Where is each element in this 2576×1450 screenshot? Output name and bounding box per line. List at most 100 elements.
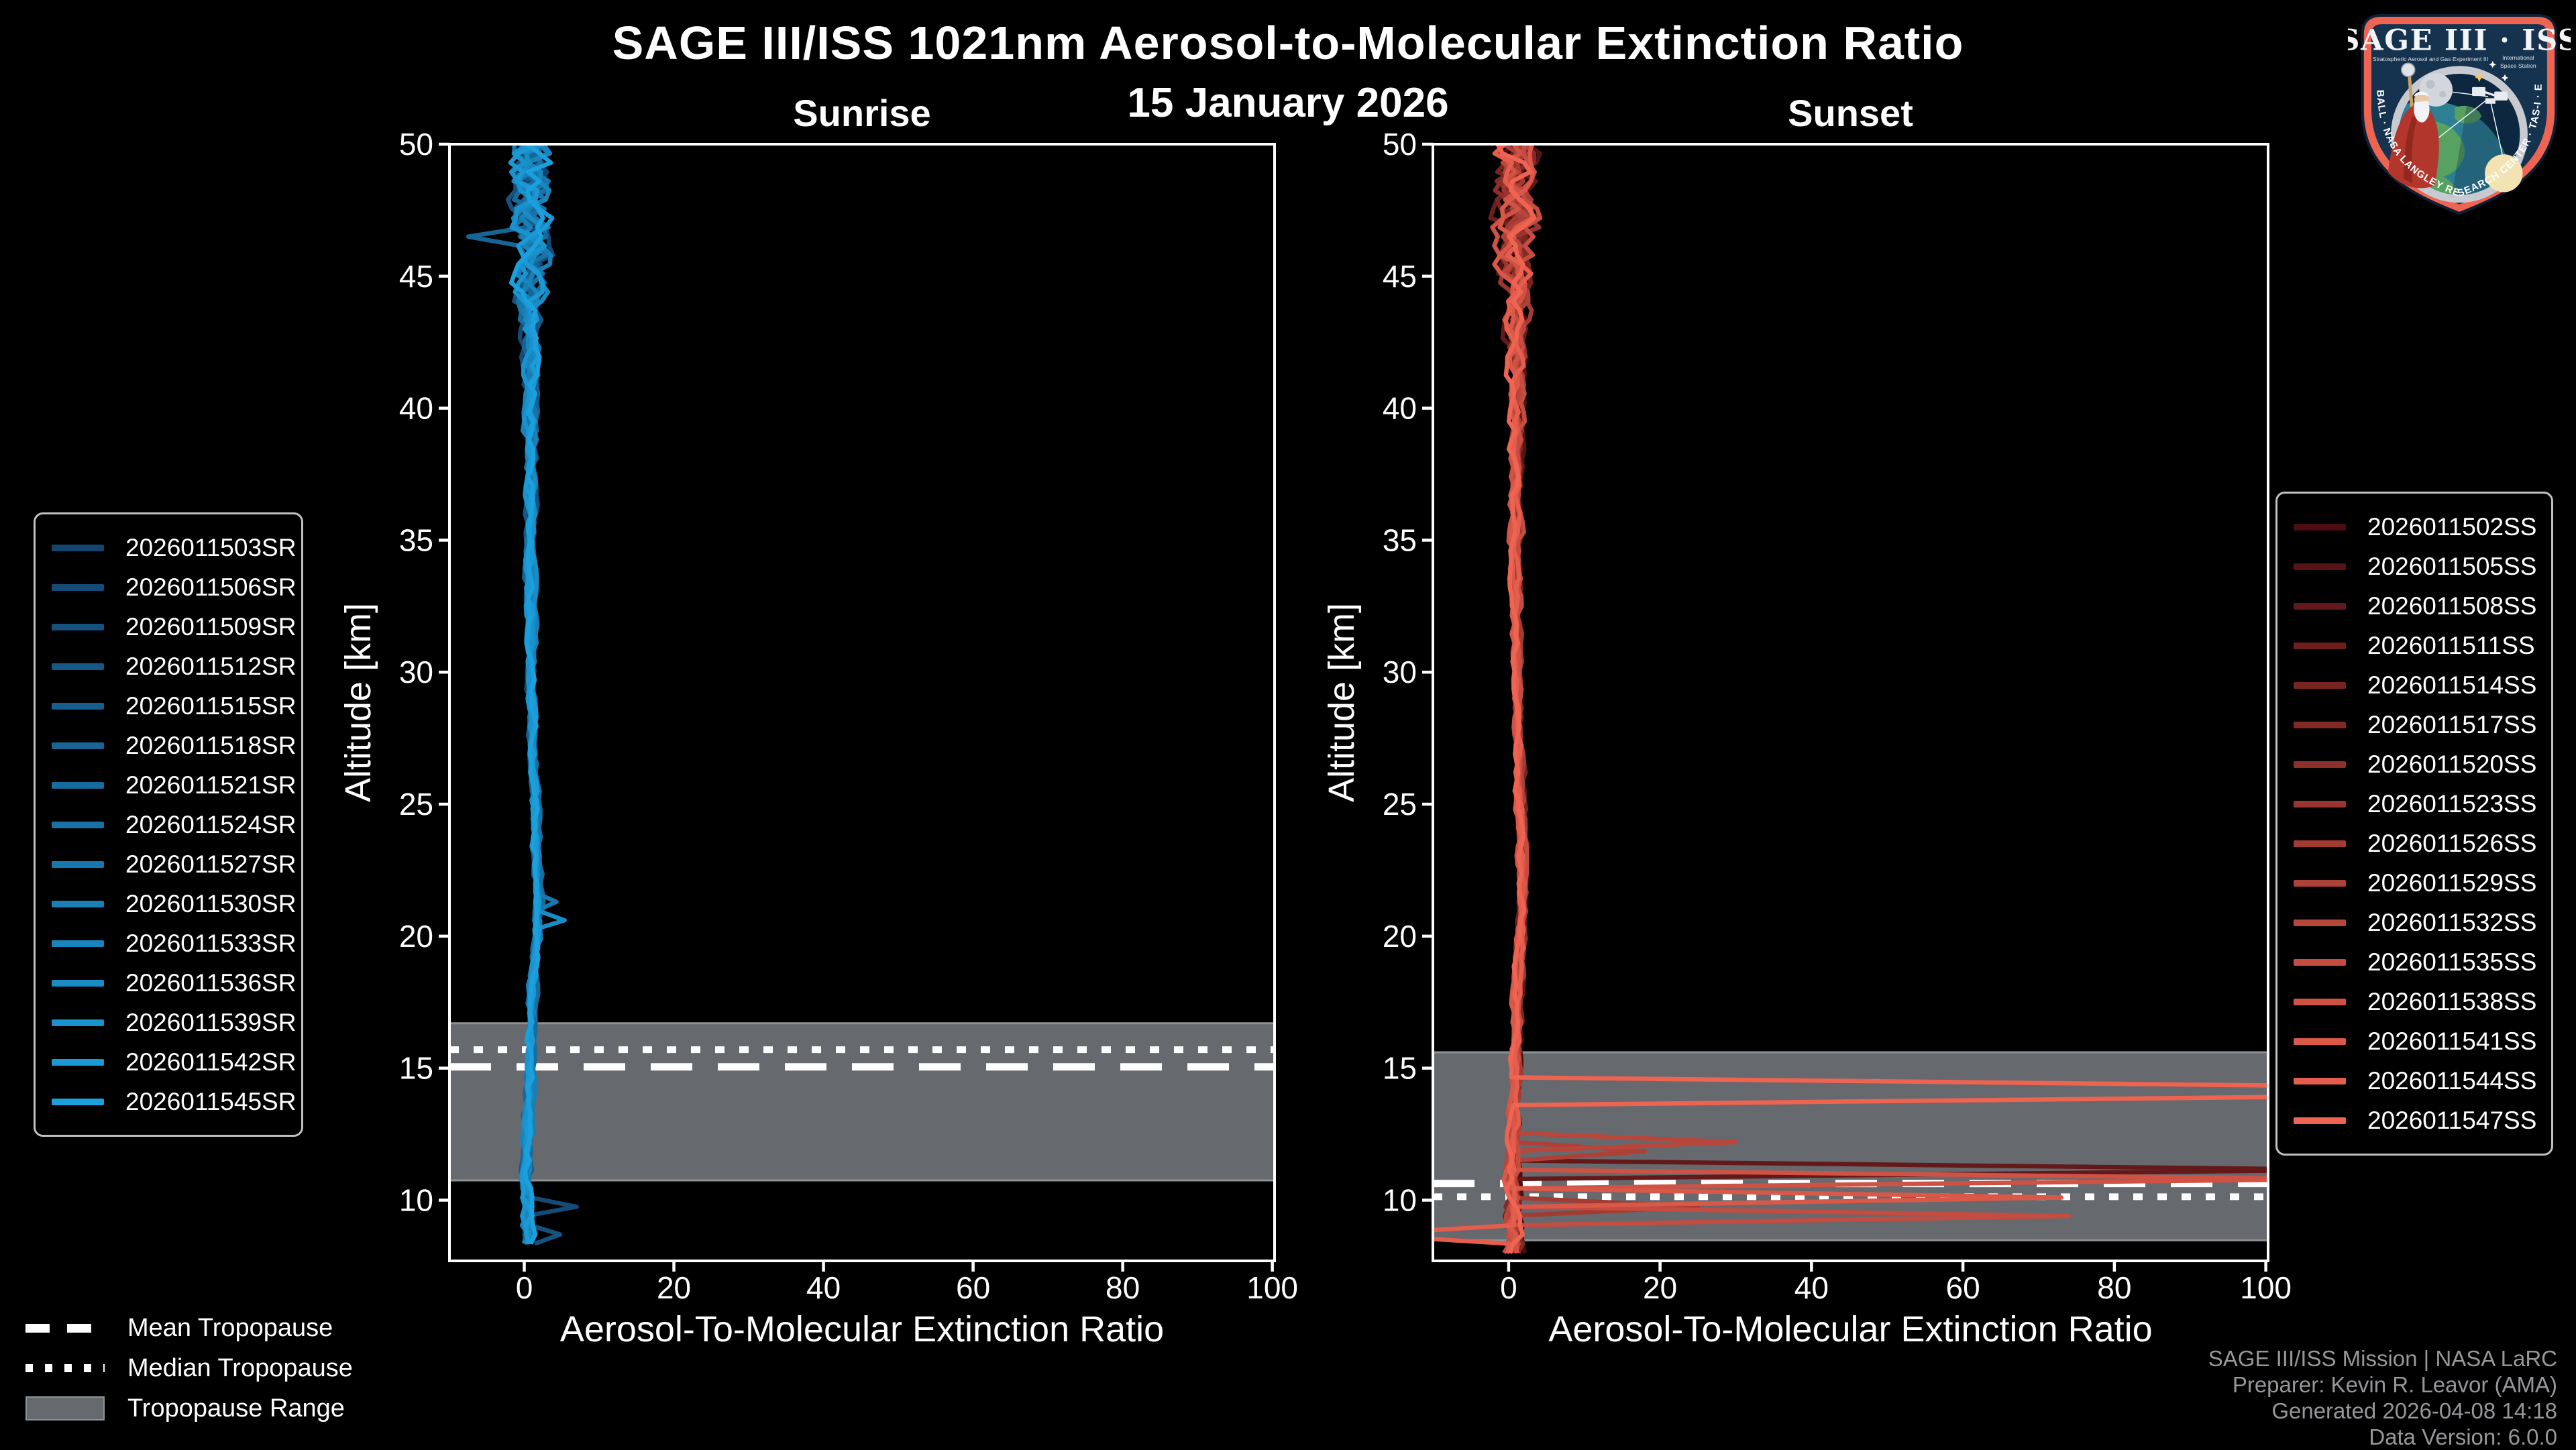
y-tick-label: 45	[399, 259, 433, 294]
sunrise-series-legend: 2026011503SR 2026011506SR 2026011509SR 2026…	[34, 512, 303, 1137]
x-axis-label: Aerosol-To-Molecular Extinction Ratio	[560, 1309, 1164, 1349]
panel-sunset: 0 20 40 60 80 100 10 15 20 25 30 35 40 45 50 Aerosol-To…	[1322, 127, 2292, 1349]
x-tick-label: 40	[806, 1270, 841, 1305]
legend-swatch	[52, 860, 104, 868]
legend-event-label: 2026011521SR	[125, 771, 297, 799]
legend-swatch	[52, 583, 104, 591]
legend-item: 2026011511SS	[2287, 626, 2542, 665]
mean-tropopause-legend-item: Mean Tropopause	[25, 1313, 333, 1342]
y-axis-label: Altitude [km]	[1322, 603, 1362, 802]
legend-item: 2026011539SR	[45, 1003, 296, 1042]
legend-item: 2026011536SR	[45, 963, 296, 1003]
legend-event-label: 2026011517SS	[2367, 710, 2537, 738]
mean-tropopause-dash-icon	[25, 1323, 105, 1333]
legend-swatch	[2294, 840, 2346, 847]
tropopause-range-label: Tropopause Range	[127, 1394, 345, 1423]
legend-event-label: 2026011523SS	[2367, 789, 2537, 818]
sage3-iss-mission-logo: SAGE III · ISS Stratospheric Aerosol and…	[2348, 5, 2571, 215]
median-tropopause-label: Median Tropopause	[127, 1353, 353, 1382]
legend-swatch	[2294, 879, 2346, 887]
legend-item: 2026011547SS	[2287, 1101, 2542, 1140]
legend-item: 2026011545SR	[45, 1082, 296, 1121]
legend-item: 2026011532SS	[2287, 903, 2542, 942]
legend-swatch	[2294, 681, 2346, 689]
mean-tropopause-label: Mean Tropopause	[127, 1313, 333, 1342]
legend-item: 2026011533SR	[45, 924, 296, 963]
profile-line-2026011545SR	[508, 144, 553, 1245]
legend-swatch	[52, 702, 104, 710]
sunset-panel-title: Sunset	[1788, 92, 1913, 134]
legend-item: 2026011506SR	[45, 567, 296, 607]
y-tick-label: 35	[1383, 522, 1417, 557]
y-tick-label: 20	[399, 919, 433, 954]
y-tick-label: 50	[1383, 127, 1417, 162]
legend-item: 2026011544SS	[2287, 1061, 2542, 1101]
logo-title: SAGE III · ISS	[2348, 23, 2571, 57]
legend-item: 2026011503SR	[45, 528, 296, 567]
legend-event-label: 2026011529SS	[2367, 869, 2537, 897]
y-tick-label: 25	[399, 787, 433, 822]
y-tick-label: 40	[1383, 391, 1417, 426]
panel-sunrise: 0 20 40 60 80 100 10 15 20 25 30 35 40 45 50 Aerosol-To…	[338, 127, 1298, 1349]
legend-event-label: 2026011532SS	[2367, 908, 2537, 936]
legend-item: 2026011526SS	[2287, 824, 2542, 863]
legend-event-label: 2026011526SS	[2367, 829, 2537, 857]
logo-ring	[2391, 66, 2528, 203]
legend-swatch	[52, 1019, 104, 1026]
legend-swatch	[52, 742, 104, 749]
date-subtitle: 15 January 2026	[1127, 80, 1449, 126]
tropopause-range-band-icon	[25, 1396, 105, 1420]
legend-item: 2026011515SR	[45, 686, 296, 726]
legend-item: 2026011518SR	[45, 726, 296, 765]
x-tick-label: 20	[657, 1270, 691, 1305]
y-tick-label: 10	[399, 1182, 433, 1217]
x-tick-label: 60	[1946, 1270, 1980, 1305]
x-axis-label: Aerosol-To-Molecular Extinction Ratio	[1548, 1309, 2152, 1349]
legend-swatch	[2294, 1077, 2346, 1084]
y-tick-label: 15	[399, 1051, 433, 1086]
legend-swatch	[2294, 563, 2346, 570]
profile-line-2026011547SS	[1495, 144, 2268, 1254]
y-tick-label: 10	[1383, 1182, 1417, 1217]
legend-event-label: 2026011502SS	[2367, 512, 2537, 541]
legend-event-label: 2026011509SR	[125, 612, 297, 640]
median-tropopause-dot-icon	[25, 1364, 105, 1372]
legend-swatch	[2294, 919, 2346, 926]
x-tick-label: 20	[1643, 1270, 1677, 1305]
legend-event-label: 2026011508SS	[2367, 592, 2537, 620]
axes-spines	[448, 143, 1276, 1262]
legend-event-label: 2026011503SR	[125, 533, 297, 561]
logo-sage-figure	[2387, 62, 2439, 188]
x-tick-label: 0	[1500, 1270, 1517, 1305]
legend-event-label: 2026011524SR	[125, 810, 297, 838]
legend-swatch	[52, 663, 104, 670]
y-tick-label: 40	[399, 391, 433, 426]
logo-subtitle-right-2: Space Station	[2500, 62, 2536, 69]
x-tick-label: 100	[2240, 1270, 2292, 1305]
legend-swatch	[2294, 523, 2346, 531]
legend-item: 2026011535SS	[2287, 942, 2542, 982]
legend-event-label: 2026011511SS	[2367, 631, 2535, 659]
legend-event-label: 2026011535SS	[2367, 948, 2537, 976]
legend-swatch	[52, 1058, 104, 1066]
legend-swatch	[52, 1098, 104, 1105]
legend-swatch	[52, 979, 104, 987]
logo-subtitle-left: Stratospheric Aerosol and Gas Experiment…	[2373, 56, 2488, 62]
profile-line-2026011539SR	[509, 144, 547, 1245]
x-tick-label: 0	[516, 1270, 533, 1305]
legend-event-label: 2026011512SR	[125, 652, 297, 680]
legend-swatch	[52, 821, 104, 828]
legend-swatch	[2294, 1038, 2346, 1045]
legend-event-label: 2026011542SR	[125, 1048, 297, 1076]
legend-item: 2026011523SS	[2287, 784, 2542, 824]
footer-credits: SAGE III/ISS Mission | NASA LaRC Prepare…	[2208, 1345, 2557, 1450]
x-tick-label: 80	[2097, 1270, 2131, 1305]
legend-event-label: 2026011533SR	[125, 929, 297, 957]
legend-item: 2026011517SS	[2287, 705, 2542, 744]
legend-event-label: 2026011520SS	[2367, 750, 2537, 778]
footer-generated-line: Generated 2026-04-08 14:18	[2271, 1398, 2557, 1423]
legend-swatch	[2294, 761, 2346, 768]
legend-event-label: 2026011544SS	[2367, 1066, 2537, 1095]
x-tick-label: 100	[1246, 1270, 1298, 1305]
